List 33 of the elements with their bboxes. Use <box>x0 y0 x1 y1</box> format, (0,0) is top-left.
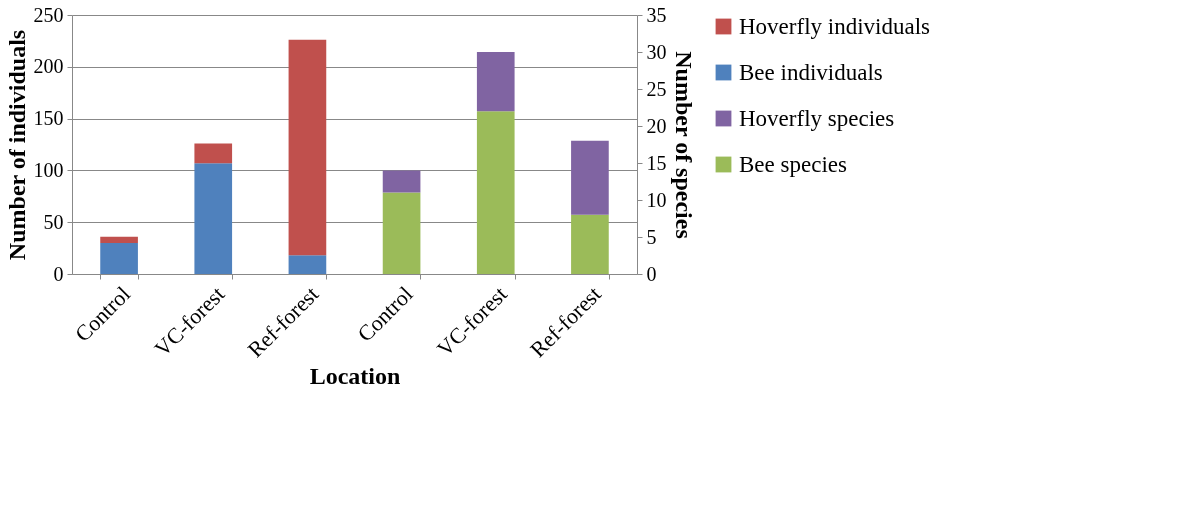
y-axis-title: Number of individuals <box>3 29 30 261</box>
bar <box>476 52 515 112</box>
bar <box>571 140 609 215</box>
bar <box>571 214 609 274</box>
y2-tick-label: 30 <box>646 40 667 63</box>
y2-tick-label: 5 <box>646 225 657 248</box>
legend-label: Hoverfly species <box>739 105 895 131</box>
y-tick-label: 0 <box>53 262 64 285</box>
y2-tick-label: 10 <box>646 188 667 211</box>
y2-tick-label: 35 <box>646 3 667 26</box>
y-tick-label: 50 <box>43 210 64 233</box>
bar <box>194 143 233 164</box>
y2-tick-label: 20 <box>646 114 667 137</box>
legend-label: Bee individuals <box>739 59 883 85</box>
x-axis-title: Location <box>309 363 401 390</box>
y-tick-label: 150 <box>33 107 64 130</box>
y2-tick-label: 15 <box>646 151 667 174</box>
bar <box>100 236 138 243</box>
bar <box>100 242 138 274</box>
bar <box>288 255 327 274</box>
bar <box>382 170 421 193</box>
legend-label: Bee species <box>739 151 847 177</box>
y2-tick-label: 25 <box>646 77 667 100</box>
y-tick-label: 200 <box>33 55 64 78</box>
bar <box>382 192 421 274</box>
legend-label: Hoverfly individuals <box>739 13 931 39</box>
y2-tick-label: 0 <box>646 262 657 285</box>
y2-axis-title: Number of species <box>670 51 697 239</box>
y-tick-label: 100 <box>33 158 64 181</box>
y-tick-label: 250 <box>33 3 64 26</box>
bar <box>288 39 327 256</box>
bar <box>476 111 515 274</box>
bar <box>194 163 233 274</box>
